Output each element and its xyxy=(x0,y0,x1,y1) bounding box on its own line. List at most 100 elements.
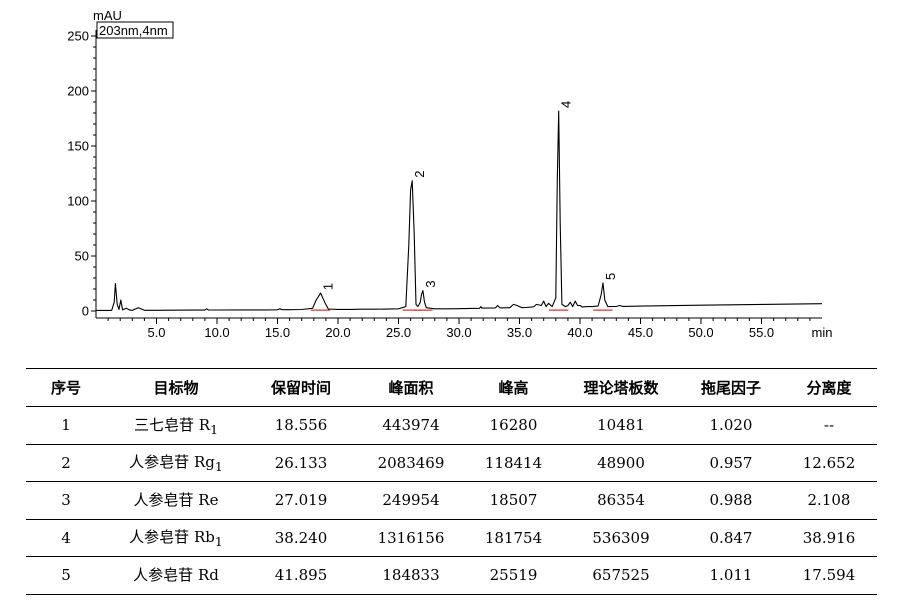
header-peak-height: 峰高 xyxy=(466,368,561,407)
cell-peak-area: 2083469 xyxy=(356,444,466,482)
x-tick-label: 30.0 xyxy=(446,325,471,340)
cell-peak-height: 16280 xyxy=(466,406,561,445)
cell-plates: 536309 xyxy=(561,519,681,557)
table-row: 2 人参皂苷 Rg1 26.133 2083469 118414 48900 0… xyxy=(26,444,877,482)
x-ticks: 5.0 10.0 15.0 20.0 25.0 30.0 35.0 40.0 45.0 50.0 5… xyxy=(107,318,833,340)
cell-peak-height: 25519 xyxy=(466,556,561,595)
y-unit-label: mAU xyxy=(93,8,122,23)
table-header-row: 序号 目标物 保留时间 峰面积 峰高 理论塔板数 拖尾因子 分离度 xyxy=(26,368,877,407)
x-axis-unit-label: min xyxy=(812,325,833,340)
cell-plates: 657525 xyxy=(561,556,681,595)
cell-target-name: 人参皂苷 xyxy=(133,490,199,509)
table-row: 1 三七皂苷 R1 18.556 443974 16280 10481 1.02… xyxy=(26,406,877,445)
cell-retention-time: 26.133 xyxy=(246,444,356,482)
peak-label: 5 xyxy=(603,273,618,280)
legend-box: 203nm,4nm xyxy=(96,21,174,39)
x-tick-label: 5.0 xyxy=(147,325,165,340)
cell-peak-height: 118414 xyxy=(466,444,561,482)
cell-target-subscript: 1 xyxy=(214,459,223,475)
cell-tailing: 1.011 xyxy=(681,556,781,595)
peak-labels: 1 2 3 4 5 xyxy=(321,101,618,290)
cell-target: 人参皂苷 Re xyxy=(106,481,246,520)
cell-plates: 48900 xyxy=(561,444,681,482)
results-table: 序号 目标物 保留时间 峰面积 峰高 理论塔板数 拖尾因子 分离度 1 三七皂苷… xyxy=(26,368,877,595)
cell-target-name: 人参皂苷 xyxy=(133,565,198,584)
cell-peak-area: 443974 xyxy=(356,406,466,445)
cell-target-latin: Re xyxy=(198,490,219,509)
cell-resolution: 12.652 xyxy=(781,444,877,482)
cell-target-subscript: 1 xyxy=(214,534,223,550)
legend-frame xyxy=(96,21,174,39)
table-row: 3 人参皂苷 Re 27.019 249954 18507 86354 0.98… xyxy=(26,481,877,520)
x-tick-label: 25.0 xyxy=(386,325,411,340)
x-tick-label: 10.0 xyxy=(204,325,229,340)
cell-target: 人参皂苷 Rg1 xyxy=(106,444,246,482)
x-tick-label: 15.0 xyxy=(265,325,290,340)
legend-label: 203nm,4nm xyxy=(99,23,168,38)
y-ticks: 0 50 100 150 200 250 xyxy=(67,29,96,319)
cell-no: 1 xyxy=(26,406,106,445)
cell-target-latin: Rb xyxy=(193,528,215,547)
cell-tailing: 0.957 xyxy=(681,444,781,482)
cell-no: 4 xyxy=(26,519,106,557)
cell-retention-time: 41.895 xyxy=(246,556,356,595)
cell-no: 3 xyxy=(26,481,106,520)
cell-resolution: 17.594 xyxy=(781,556,877,595)
cell-peak-area: 1316156 xyxy=(356,519,466,557)
cell-tailing: 0.847 xyxy=(681,519,781,557)
peak-label: 3 xyxy=(423,280,438,287)
cell-tailing: 1.020 xyxy=(681,406,781,445)
x-tick-label: 55.0 xyxy=(749,325,774,340)
cell-retention-time: 18.556 xyxy=(246,406,356,445)
cell-target-latin: Rd xyxy=(197,565,219,584)
x-tick-label: 20.0 xyxy=(325,325,350,340)
y-tick-label: 250 xyxy=(67,29,89,44)
cell-no: 2 xyxy=(26,444,106,482)
cell-target-latin: R xyxy=(198,415,211,434)
y-tick-label: 200 xyxy=(67,84,89,99)
header-target: 目标物 xyxy=(106,368,246,407)
cell-target-subscript: 1 xyxy=(210,421,219,437)
y-tick-label: 100 xyxy=(67,194,89,209)
cell-target-name: 三七皂苷 xyxy=(133,415,199,434)
x-tick-label: 40.0 xyxy=(567,325,592,340)
table-row: 5 人参皂苷 Rd 41.895 184833 25519 657525 1.0… xyxy=(26,556,877,595)
cell-no: 5 xyxy=(26,556,106,595)
header-no: 序号 xyxy=(26,368,106,407)
cell-peak-area: 249954 xyxy=(356,481,466,520)
header-tailing: 拖尾因子 xyxy=(681,368,781,407)
cell-target: 人参皂苷 Rb1 xyxy=(106,519,246,557)
cell-peak-area: 184833 xyxy=(356,556,466,595)
cell-tailing: 0.988 xyxy=(681,481,781,520)
y-tick-label: 50 xyxy=(75,249,89,264)
header-retention-time: 保留时间 xyxy=(246,368,356,407)
cell-resolution: 38.916 xyxy=(781,519,877,557)
x-tick-label: 50.0 xyxy=(688,325,713,340)
cell-target: 人参皂苷 Rd xyxy=(106,556,246,595)
cell-target-name: 人参皂苷 xyxy=(129,453,194,472)
cell-peak-height: 181754 xyxy=(466,519,561,557)
x-tick-label: 35.0 xyxy=(507,325,532,340)
cell-retention-time: 38.240 xyxy=(246,519,356,557)
header-resolution: 分离度 xyxy=(781,368,877,407)
header-peak-area: 峰面积 xyxy=(356,368,466,407)
cell-plates: 86354 xyxy=(561,481,681,520)
cell-target: 三七皂苷 R1 xyxy=(106,406,246,445)
cell-target-latin: Rg xyxy=(193,453,215,472)
header-plates: 理论塔板数 xyxy=(561,368,681,407)
cell-plates: 10481 xyxy=(561,406,681,445)
chromatogram-chart: 0 50 100 150 200 250 5.0 10.0 15.0 20.0 25.0 30.0 3… xyxy=(67,8,833,340)
table-row: 4 人参皂苷 Rb1 38.240 1316156 181754 536309 … xyxy=(26,519,877,557)
peak-label: 1 xyxy=(321,283,336,290)
cell-resolution: 2.108 xyxy=(781,481,877,520)
x-tick-label: 45.0 xyxy=(628,325,653,340)
cell-peak-height: 18507 xyxy=(466,481,561,520)
peak-label: 2 xyxy=(412,171,427,178)
cell-target-name: 人参皂苷 xyxy=(129,528,194,547)
cell-retention-time: 27.019 xyxy=(246,481,356,520)
y-tick-label: 150 xyxy=(67,139,89,154)
peak-label: 4 xyxy=(559,101,574,108)
axes xyxy=(95,30,822,319)
cell-resolution: -- xyxy=(781,406,877,445)
y-tick-label: 0 xyxy=(82,304,89,319)
